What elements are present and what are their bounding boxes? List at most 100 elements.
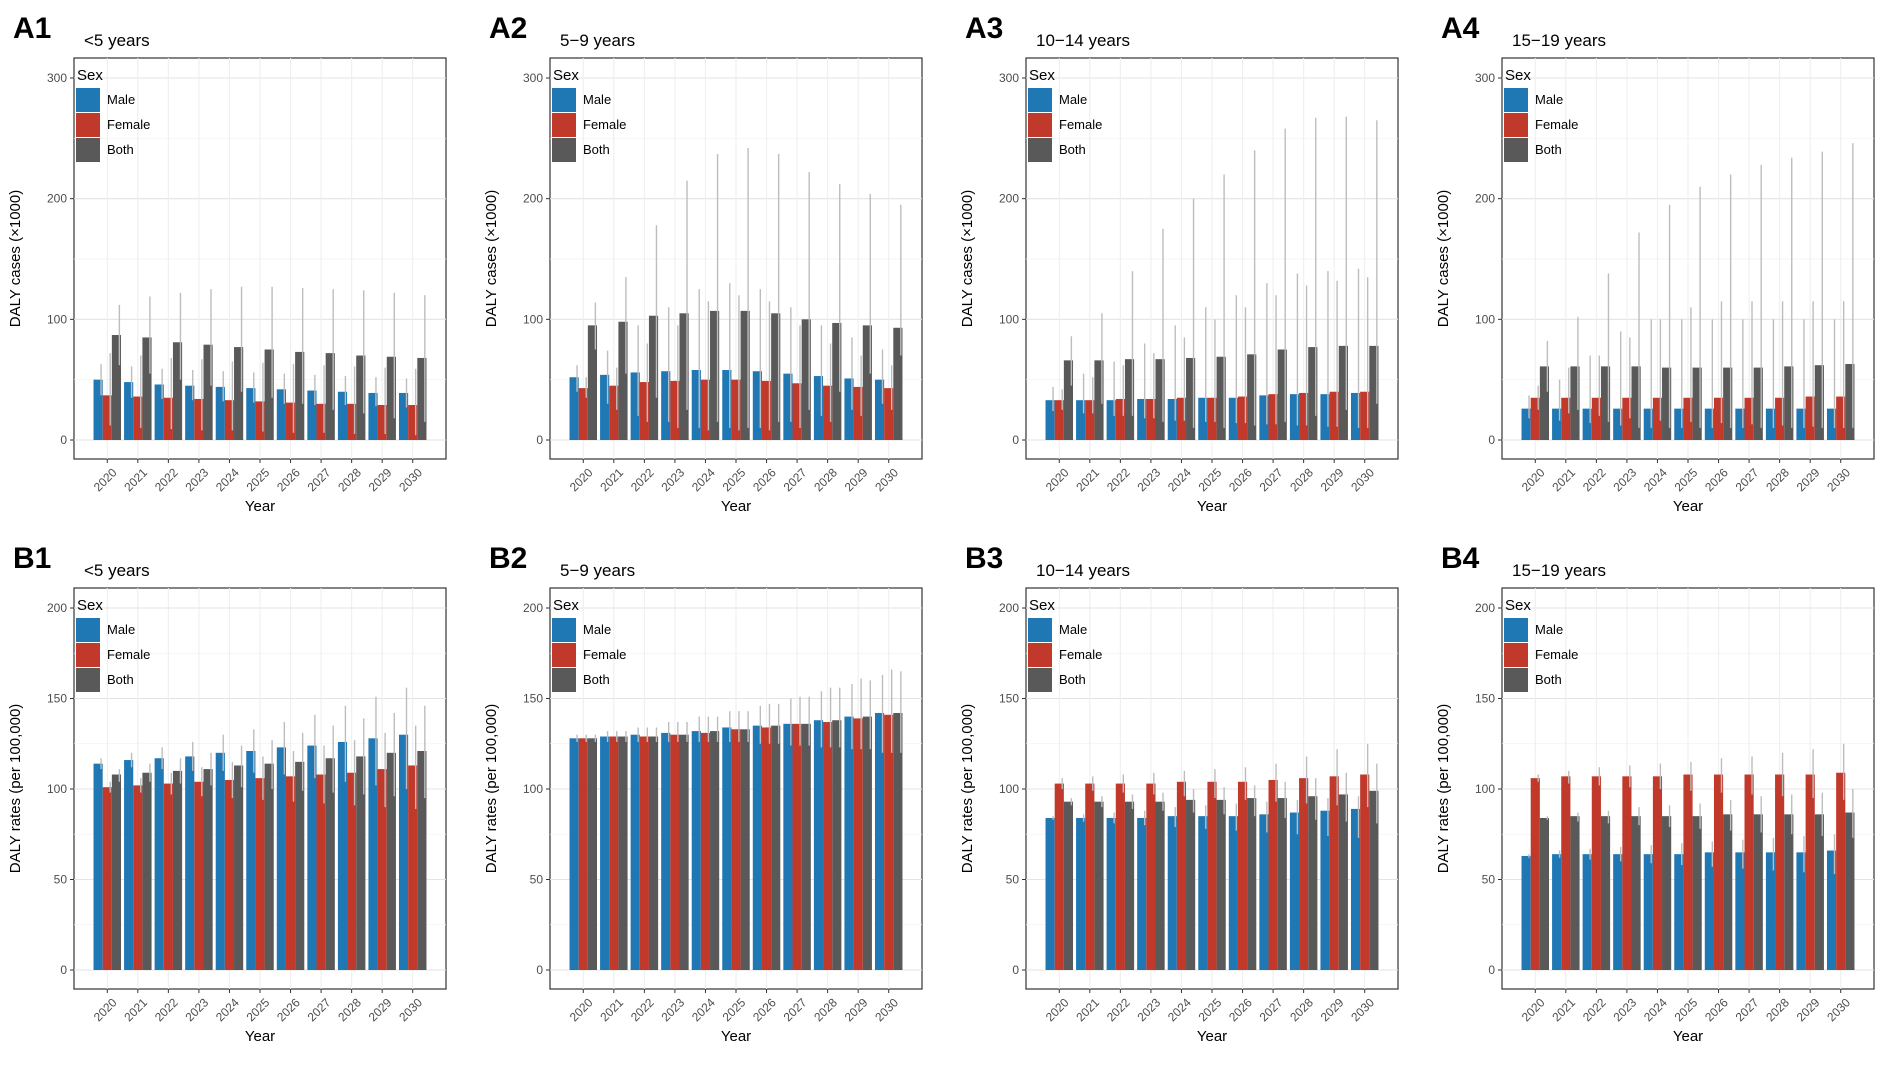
x-tick-label: 2028 bbox=[1287, 465, 1316, 494]
legend: Sex Male Female Both bbox=[76, 597, 150, 692]
x-tick-label: 2027 bbox=[781, 995, 810, 1024]
y-axis-title: DALY rates (per 100,000) bbox=[483, 704, 500, 874]
panel-label-a2: A2 bbox=[489, 12, 527, 45]
x-tick-label: 2022 bbox=[152, 995, 181, 1024]
x-tick-label: 2021 bbox=[1549, 465, 1578, 494]
bar-male bbox=[1076, 817, 1086, 970]
bar-female bbox=[1652, 776, 1663, 970]
x-tick-label: 2026 bbox=[1702, 465, 1731, 494]
x-tick-label: 2024 bbox=[689, 465, 718, 494]
bar-female bbox=[731, 729, 741, 970]
bar-both bbox=[1814, 365, 1824, 440]
legend-swatch-both bbox=[1504, 668, 1528, 692]
bar-female bbox=[700, 732, 711, 970]
bar-female bbox=[316, 774, 326, 970]
bar-male bbox=[1613, 854, 1623, 970]
bar-male bbox=[1198, 816, 1208, 970]
bar-both bbox=[1277, 798, 1287, 970]
bar-male bbox=[1106, 400, 1116, 440]
bar-both bbox=[1124, 801, 1135, 970]
bar-female bbox=[1836, 772, 1846, 970]
bar-female bbox=[670, 734, 680, 970]
bar-both bbox=[1570, 366, 1580, 440]
x-tick-label: 2020 bbox=[1043, 465, 1072, 494]
bar-both bbox=[1723, 814, 1733, 970]
legend-swatch-female bbox=[1028, 113, 1052, 137]
x-tick-label: 2024 bbox=[1165, 995, 1194, 1024]
x-tick-label: 2022 bbox=[152, 465, 181, 494]
bar-female bbox=[1207, 397, 1217, 440]
panel-title: 15−19 years bbox=[1512, 561, 1606, 580]
y-axis-title: DALY rates (per 100,000) bbox=[7, 704, 24, 874]
bar-both bbox=[142, 772, 152, 970]
bar-male bbox=[1259, 814, 1269, 970]
x-tick-label: 2026 bbox=[274, 465, 303, 494]
bar-female bbox=[1805, 396, 1815, 440]
bar-male bbox=[1137, 398, 1147, 440]
legend-label-female: Female bbox=[107, 647, 150, 662]
bar-male bbox=[1198, 397, 1208, 440]
y-tick-label: 50 bbox=[54, 873, 68, 887]
bar-male bbox=[1735, 852, 1745, 970]
bar-female bbox=[853, 718, 863, 970]
bar-female bbox=[102, 787, 112, 970]
bar-male bbox=[276, 389, 286, 440]
y-tick-label: 0 bbox=[1488, 433, 1495, 447]
y-tick-label: 100 bbox=[999, 782, 1019, 796]
bar-male bbox=[691, 731, 701, 970]
bar-both bbox=[111, 335, 122, 440]
bar-female bbox=[639, 382, 649, 440]
bar-male bbox=[1674, 408, 1684, 440]
x-tick-label: 2024 bbox=[1641, 465, 1670, 494]
bar-female bbox=[700, 379, 711, 440]
bar-female bbox=[1329, 391, 1339, 440]
legend-swatch-both bbox=[552, 668, 576, 692]
x-tick-label: 2029 bbox=[1318, 465, 1347, 494]
x-tick-label: 2020 bbox=[567, 995, 596, 1024]
bar-female bbox=[792, 383, 802, 440]
bar-male bbox=[1735, 408, 1745, 440]
x-tick-label: 2021 bbox=[121, 995, 150, 1024]
bar-both bbox=[1662, 367, 1672, 440]
y-tick-label: 300 bbox=[47, 71, 67, 85]
x-tick-label: 2026 bbox=[1702, 995, 1731, 1024]
legend-title: Sex bbox=[77, 597, 103, 614]
y-tick-label: 100 bbox=[523, 782, 543, 796]
bar-male bbox=[1643, 408, 1653, 440]
bar-both bbox=[264, 349, 274, 440]
legend: Sex Male Female Both bbox=[1504, 597, 1578, 692]
bar-male bbox=[337, 391, 348, 440]
y-tick-label: 200 bbox=[1475, 601, 1495, 615]
x-tick-label: 2025 bbox=[1672, 995, 1701, 1024]
bar-male bbox=[1674, 854, 1684, 970]
bar-male bbox=[246, 750, 256, 970]
y-tick-label: 200 bbox=[999, 601, 1019, 615]
bar-both bbox=[1216, 799, 1226, 970]
x-tick-label: 2027 bbox=[1733, 465, 1762, 494]
bar-male bbox=[124, 382, 134, 440]
legend-label-both: Both bbox=[107, 672, 134, 687]
bar-both bbox=[1186, 799, 1196, 970]
bar-both bbox=[893, 327, 903, 440]
x-tick-label: 2029 bbox=[1318, 995, 1347, 1024]
bar-male bbox=[307, 390, 317, 440]
bar-both bbox=[587, 325, 598, 440]
x-tick-label: 2025 bbox=[1196, 465, 1225, 494]
legend-label-female: Female bbox=[583, 117, 626, 132]
legend-title: Sex bbox=[1505, 67, 1531, 84]
y-tick-label: 0 bbox=[1488, 963, 1495, 977]
bar-female bbox=[1054, 400, 1064, 440]
bar-female bbox=[347, 403, 357, 440]
bar-male bbox=[1228, 816, 1238, 970]
y-tick-label: 50 bbox=[530, 873, 544, 887]
bar-both bbox=[1369, 345, 1379, 440]
bar-male bbox=[1045, 400, 1055, 440]
x-tick-label: 2020 bbox=[1043, 995, 1072, 1024]
x-tick-label: 2029 bbox=[366, 465, 395, 494]
bar-both bbox=[1784, 814, 1794, 970]
bar-both bbox=[1338, 345, 1348, 440]
y-tick-label: 100 bbox=[47, 312, 67, 326]
bar-female bbox=[1085, 783, 1095, 970]
bar-both bbox=[771, 313, 781, 440]
